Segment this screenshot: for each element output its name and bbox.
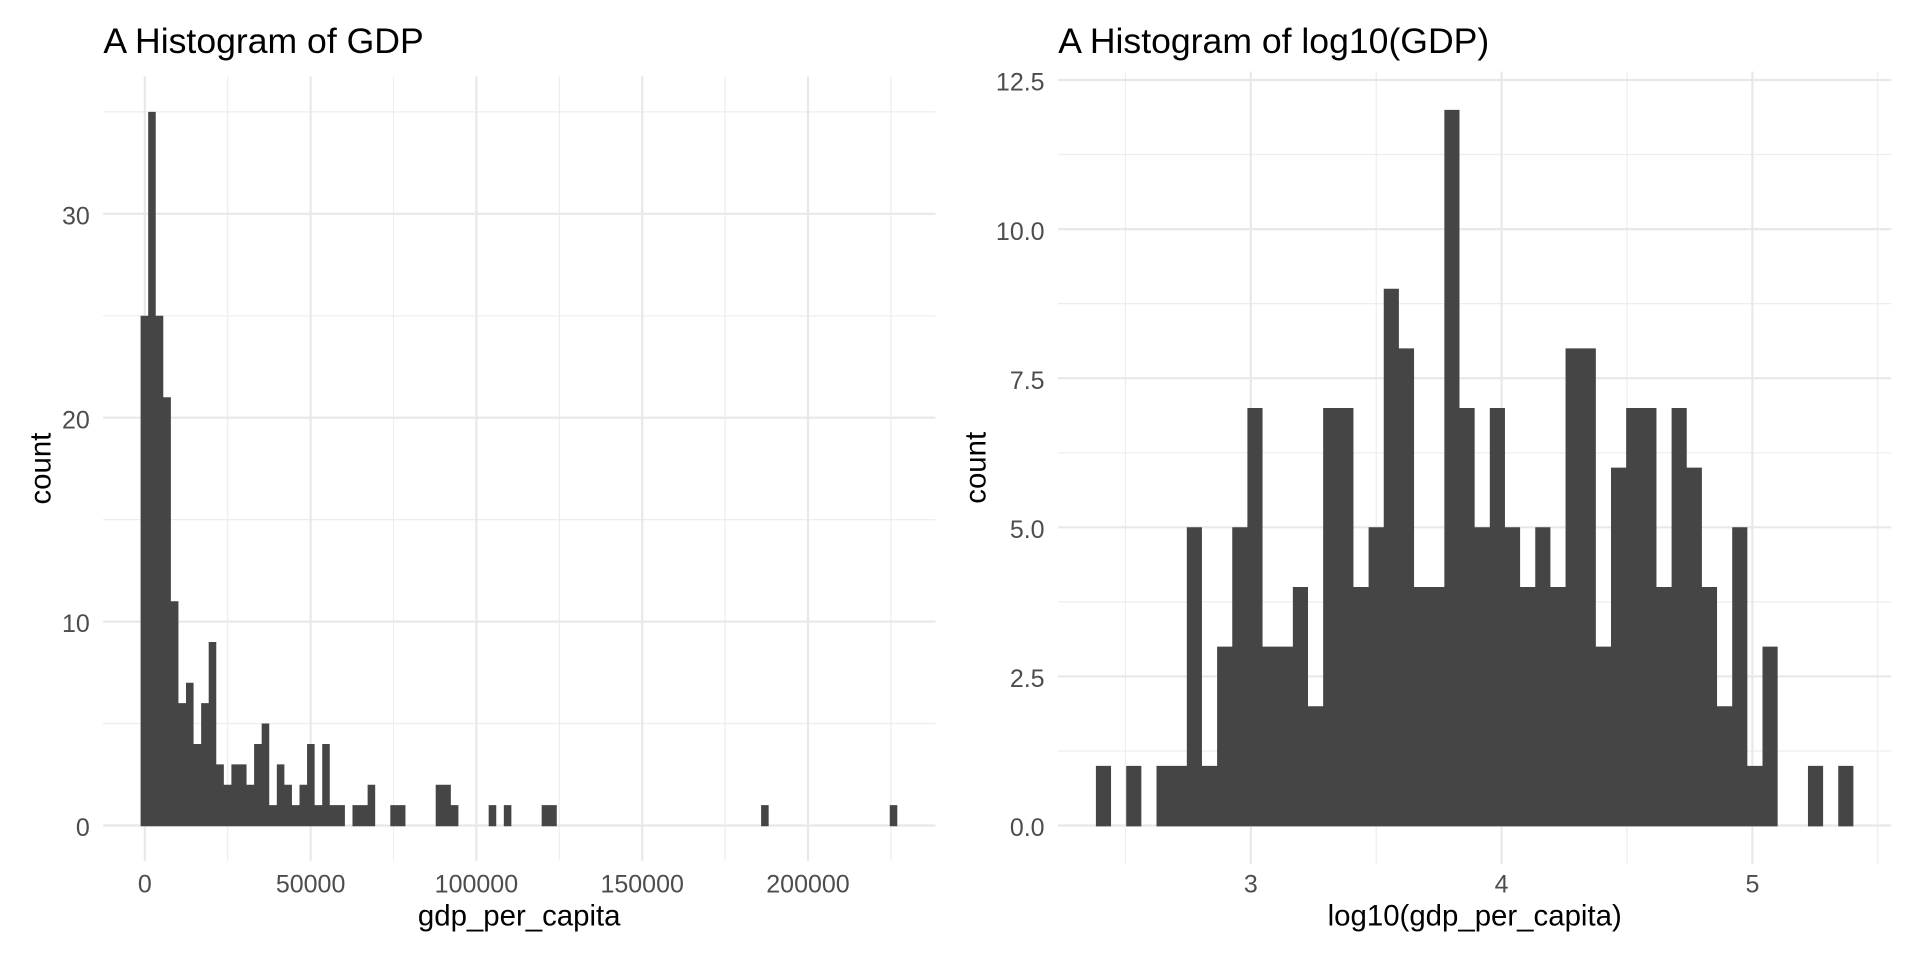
svg-text:0.0: 0.0 [1010, 814, 1045, 842]
svg-text:0: 0 [138, 871, 152, 899]
svg-text:2.5: 2.5 [1010, 665, 1045, 693]
svg-text:30: 30 [62, 202, 90, 230]
svg-text:0: 0 [76, 814, 90, 842]
svg-text:count: count [959, 432, 992, 504]
svg-text:100000: 100000 [435, 871, 518, 899]
svg-text:5: 5 [1745, 871, 1759, 899]
svg-text:20: 20 [62, 406, 90, 434]
svg-text:200000: 200000 [766, 871, 849, 899]
svg-text:4: 4 [1495, 871, 1509, 899]
svg-text:log10(gdp_per_capita): log10(gdp_per_capita) [1328, 900, 1622, 933]
svg-text:10.0: 10.0 [996, 218, 1045, 246]
svg-text:150000: 150000 [600, 871, 683, 899]
svg-text:10: 10 [62, 610, 90, 638]
svg-text:7.5: 7.5 [1010, 367, 1045, 395]
svg-text:count: count [25, 433, 58, 505]
svg-text:50000: 50000 [276, 871, 346, 899]
svg-text:12.5: 12.5 [996, 69, 1045, 97]
svg-text:3: 3 [1244, 871, 1258, 899]
svg-text:A Histogram of GDP: A Histogram of GDP [103, 21, 423, 61]
svg-text:5.0: 5.0 [1010, 516, 1045, 544]
svg-text:A Histogram of log10(GDP): A Histogram of log10(GDP) [1058, 21, 1489, 61]
svg-text:gdp_per_capita: gdp_per_capita [418, 900, 621, 933]
